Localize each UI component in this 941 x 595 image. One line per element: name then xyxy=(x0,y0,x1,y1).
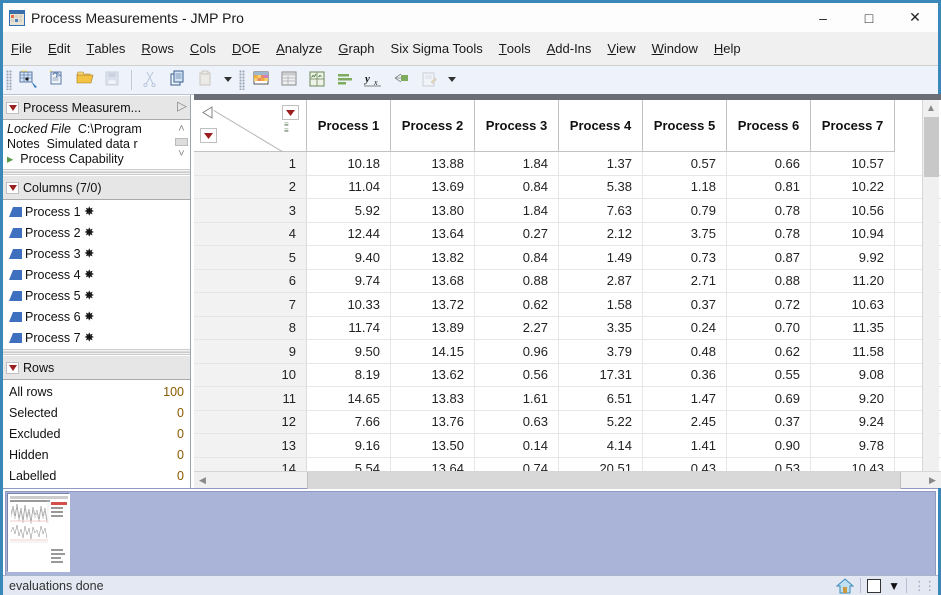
svg-text:y: y xyxy=(363,73,370,85)
svg-text:x: x xyxy=(373,78,378,87)
